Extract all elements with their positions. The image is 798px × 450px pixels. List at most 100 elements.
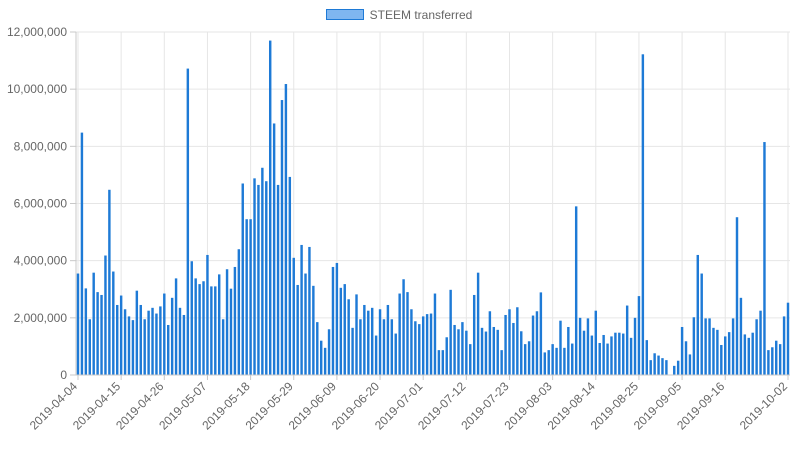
bar	[453, 324, 456, 375]
bar	[727, 332, 731, 375]
bar	[559, 320, 562, 375]
bar	[163, 293, 166, 375]
bar	[382, 319, 386, 375]
bar	[472, 294, 476, 375]
y-tick-label: 10,000,000	[7, 82, 67, 96]
bar	[665, 360, 668, 375]
bar	[198, 284, 201, 375]
bar	[735, 217, 739, 375]
bar	[578, 317, 582, 375]
bar	[331, 266, 335, 375]
bar	[574, 206, 578, 375]
bar	[386, 304, 390, 375]
y-tick-label: 12,000,000	[7, 25, 67, 39]
bar	[312, 285, 315, 375]
bar	[724, 336, 727, 375]
bar	[563, 347, 566, 375]
bar	[241, 183, 244, 375]
bar	[378, 309, 382, 375]
bar	[151, 307, 154, 375]
bar	[661, 358, 664, 375]
bar	[488, 311, 492, 375]
bar	[606, 343, 609, 375]
y-tick-label: 0	[60, 368, 67, 382]
bar	[571, 343, 574, 375]
x-tick-label: 2019-10-02	[737, 379, 791, 433]
bar	[123, 309, 127, 375]
bar	[147, 310, 150, 375]
bar	[268, 40, 272, 375]
bar	[567, 326, 570, 375]
y-axis-tick-labels: 0 2,000,000 4,000,000 6,000,000 8,000,000 10,…	[7, 25, 67, 382]
bar	[649, 360, 652, 375]
bar	[410, 309, 413, 375]
bar	[421, 316, 425, 375]
bar	[614, 332, 617, 375]
bar	[618, 332, 621, 375]
bar	[610, 336, 613, 375]
bar	[637, 296, 641, 375]
bar	[190, 261, 193, 375]
bar	[759, 310, 762, 375]
bar	[531, 315, 535, 375]
bar	[84, 288, 88, 375]
bar	[178, 307, 182, 375]
bar	[276, 184, 280, 375]
bars	[76, 40, 790, 376]
bar	[363, 304, 366, 375]
bar	[629, 337, 633, 375]
bar	[496, 329, 499, 375]
bar	[233, 266, 237, 375]
bar	[131, 320, 135, 375]
bar	[551, 344, 554, 375]
bar	[316, 322, 319, 375]
bar	[523, 344, 527, 375]
bar	[343, 284, 346, 375]
bar	[339, 287, 343, 375]
bar	[704, 318, 707, 375]
bar	[300, 244, 303, 375]
bar	[100, 294, 103, 375]
bar	[582, 330, 586, 375]
bar	[253, 178, 256, 375]
bar	[402, 279, 405, 375]
bar	[747, 337, 750, 375]
bar	[265, 181, 268, 375]
bar	[308, 246, 311, 375]
bar	[245, 219, 248, 375]
bar	[367, 310, 370, 375]
bar	[433, 293, 437, 375]
bar	[543, 352, 547, 375]
bar	[170, 297, 174, 375]
bar	[622, 333, 625, 375]
bar	[257, 184, 260, 375]
bar	[135, 290, 139, 375]
bar	[480, 327, 484, 375]
bar	[461, 322, 464, 375]
bar	[429, 313, 433, 375]
bar	[786, 302, 790, 375]
bar	[555, 347, 558, 375]
bar	[590, 335, 594, 375]
bar	[657, 355, 660, 375]
y-tick-label: 4,000,000	[14, 254, 68, 268]
bar	[217, 274, 221, 375]
bar	[143, 319, 146, 375]
bar	[88, 319, 91, 375]
bar	[425, 314, 429, 375]
bar	[547, 350, 550, 375]
bar	[221, 319, 225, 375]
bar	[406, 292, 409, 375]
bar	[782, 316, 786, 375]
bar	[272, 123, 276, 375]
bar	[194, 278, 197, 375]
bar	[520, 331, 523, 375]
bar	[751, 332, 754, 375]
bar	[159, 306, 162, 375]
bar	[692, 317, 696, 375]
legend-label: STEEM transferred	[369, 8, 473, 22]
bar	[351, 327, 354, 375]
bar	[292, 257, 295, 375]
bar	[374, 335, 378, 375]
bar	[653, 353, 656, 375]
